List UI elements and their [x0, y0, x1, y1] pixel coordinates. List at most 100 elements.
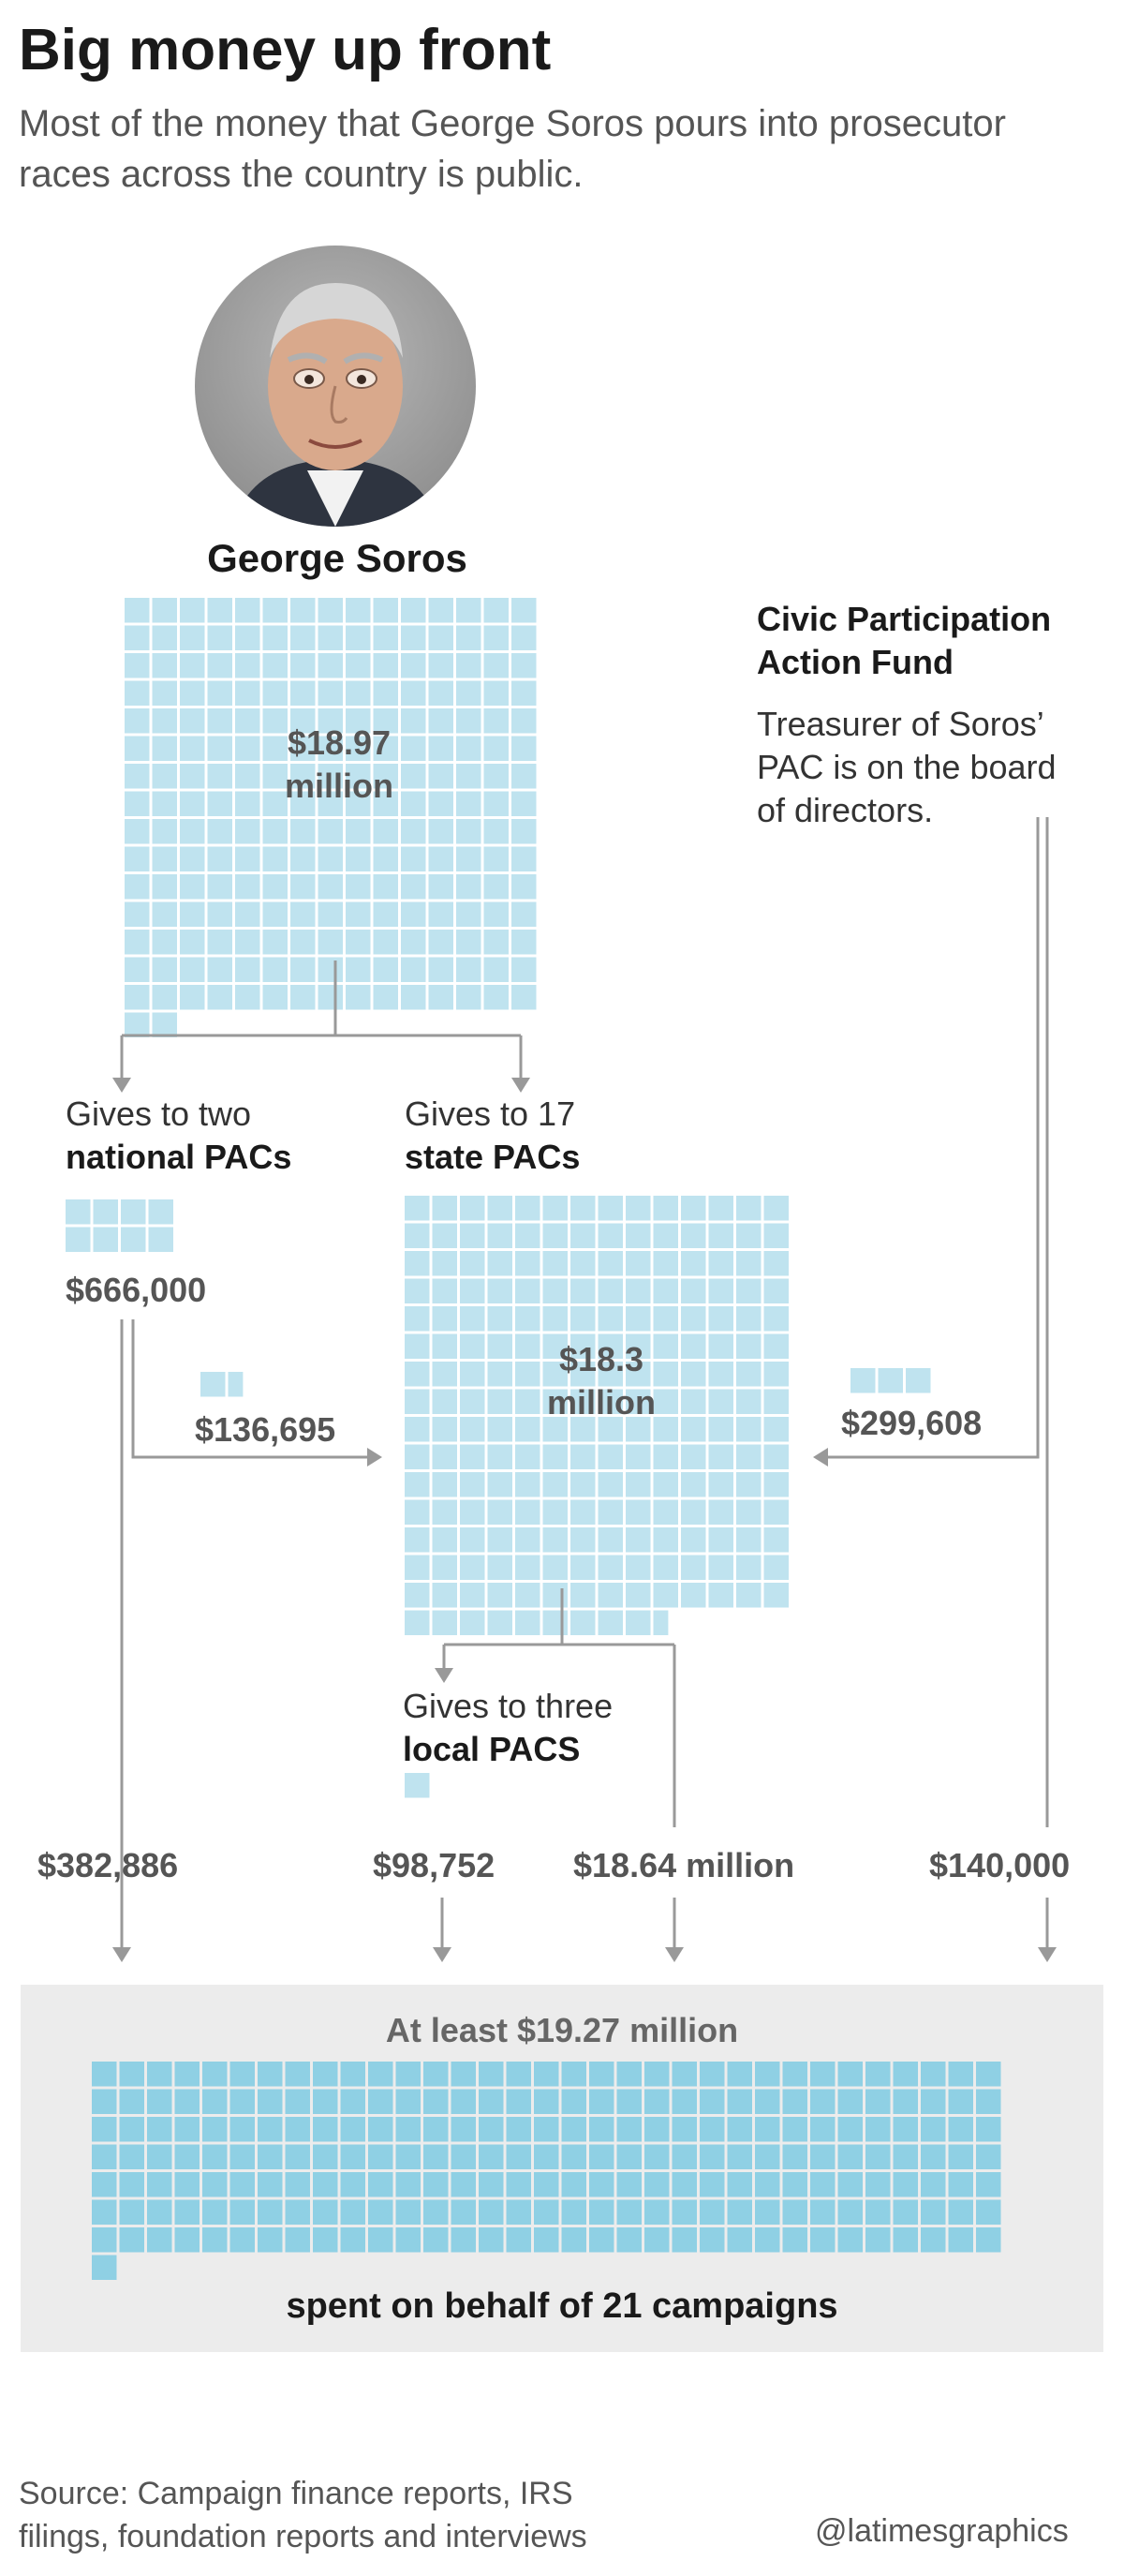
- money-square: [119, 2062, 144, 2087]
- money-square: [570, 1223, 596, 1248]
- money-square: [893, 2172, 918, 2197]
- money-square: [119, 2117, 144, 2142]
- money-square: [180, 985, 205, 1010]
- money-square: [460, 1306, 485, 1332]
- money-square: [395, 2117, 421, 2142]
- money-square: [92, 2089, 117, 2114]
- money-square: [515, 1333, 540, 1359]
- money-square: [570, 1444, 596, 1469]
- money-square: [460, 1362, 485, 1387]
- money-square: [893, 2144, 918, 2169]
- money-square: [432, 1362, 457, 1387]
- money-square: [262, 598, 288, 623]
- money-square: [782, 2227, 807, 2253]
- state-pacs-label: Gives to 17 state PACs: [405, 1093, 580, 1179]
- money-square: [229, 2199, 255, 2225]
- money-square: [174, 2062, 200, 2087]
- money-square: [456, 985, 481, 1010]
- money-square: [515, 1499, 540, 1525]
- money-square: [180, 819, 205, 844]
- money-square: [837, 2089, 863, 2114]
- money-square: [487, 1389, 512, 1414]
- money-square: [515, 1527, 540, 1553]
- arrowhead-civic: [813, 1448, 828, 1467]
- money-square: [262, 819, 288, 844]
- money-square: [506, 2172, 531, 2197]
- money-square: [736, 1472, 762, 1497]
- money-square: [152, 791, 177, 816]
- money-square: [479, 2227, 504, 2253]
- money-square: [460, 1389, 485, 1414]
- money-square: [534, 2144, 559, 2169]
- state-label-line2: state PACs: [405, 1138, 581, 1176]
- money-square: [893, 2199, 918, 2225]
- money-square: [736, 1196, 762, 1221]
- money-square: [207, 791, 232, 816]
- money-square: [147, 2144, 172, 2169]
- money-square: [865, 2144, 891, 2169]
- money-square: [763, 1333, 789, 1359]
- money-square: [542, 1223, 568, 1248]
- money-square: [428, 791, 453, 816]
- money-square: [534, 2117, 559, 2142]
- money-square: [290, 901, 316, 927]
- credit: @latimesgraphics: [815, 2513, 1069, 2549]
- money-square: [561, 2117, 586, 2142]
- state-amount: $18.3 million: [526, 1338, 676, 1424]
- money-square: [782, 2062, 807, 2087]
- civic-fund-note: Treasurer of Soros’ PAC is on the board …: [757, 703, 1057, 832]
- money-square: [432, 1555, 457, 1580]
- money-square: [318, 736, 343, 761]
- money-square: [570, 1251, 596, 1276]
- money-square: [948, 2227, 973, 2253]
- money-square: [672, 2172, 697, 2197]
- money-square: [736, 1527, 762, 1553]
- money-square: [736, 1278, 762, 1303]
- money-square: [346, 957, 371, 982]
- money-square: [373, 874, 398, 900]
- money-square: [598, 1333, 623, 1359]
- money-square: [119, 2172, 144, 2197]
- money-square: [653, 1583, 678, 1608]
- money-square: [736, 1417, 762, 1442]
- money-square: [570, 1499, 596, 1525]
- money-square: [515, 1472, 540, 1497]
- money-square: [125, 901, 150, 927]
- money-square: [700, 2172, 725, 2197]
- money-square: [290, 874, 316, 900]
- money-square: [837, 2062, 863, 2087]
- money-square: [66, 1227, 91, 1252]
- money-square: [865, 2227, 891, 2253]
- money-square: [653, 1306, 678, 1332]
- soros-square-grid: [125, 598, 537, 1037]
- money-square: [483, 625, 509, 650]
- money-square: [976, 2227, 1001, 2253]
- money-square: [589, 2089, 614, 2114]
- money-square: [782, 2172, 807, 2197]
- money-square: [515, 1583, 540, 1608]
- money-square: [515, 1389, 540, 1414]
- money-square: [515, 1417, 540, 1442]
- money-square: [727, 2117, 752, 2142]
- money-square: [681, 1362, 706, 1387]
- money-square: [570, 1610, 596, 1635]
- money-square: [506, 2117, 531, 2142]
- money-square: [511, 598, 537, 623]
- money-square: [318, 874, 343, 900]
- money-square: [258, 2199, 283, 2225]
- money-square: [93, 1227, 118, 1252]
- money-square: [483, 598, 509, 623]
- money-square: [373, 625, 398, 650]
- money-square: [405, 1472, 430, 1497]
- money-square: [708, 1223, 733, 1248]
- money-square: [511, 819, 537, 844]
- money-square: [340, 2227, 365, 2253]
- civic-name-line1: Civic Participation: [757, 600, 1052, 638]
- money-square: [511, 791, 537, 816]
- money-square: [708, 1196, 733, 1221]
- money-square: [653, 1444, 678, 1469]
- money-square: [125, 819, 150, 844]
- money-square: [428, 625, 453, 650]
- money-square: [810, 2117, 836, 2142]
- money-square: [401, 598, 426, 623]
